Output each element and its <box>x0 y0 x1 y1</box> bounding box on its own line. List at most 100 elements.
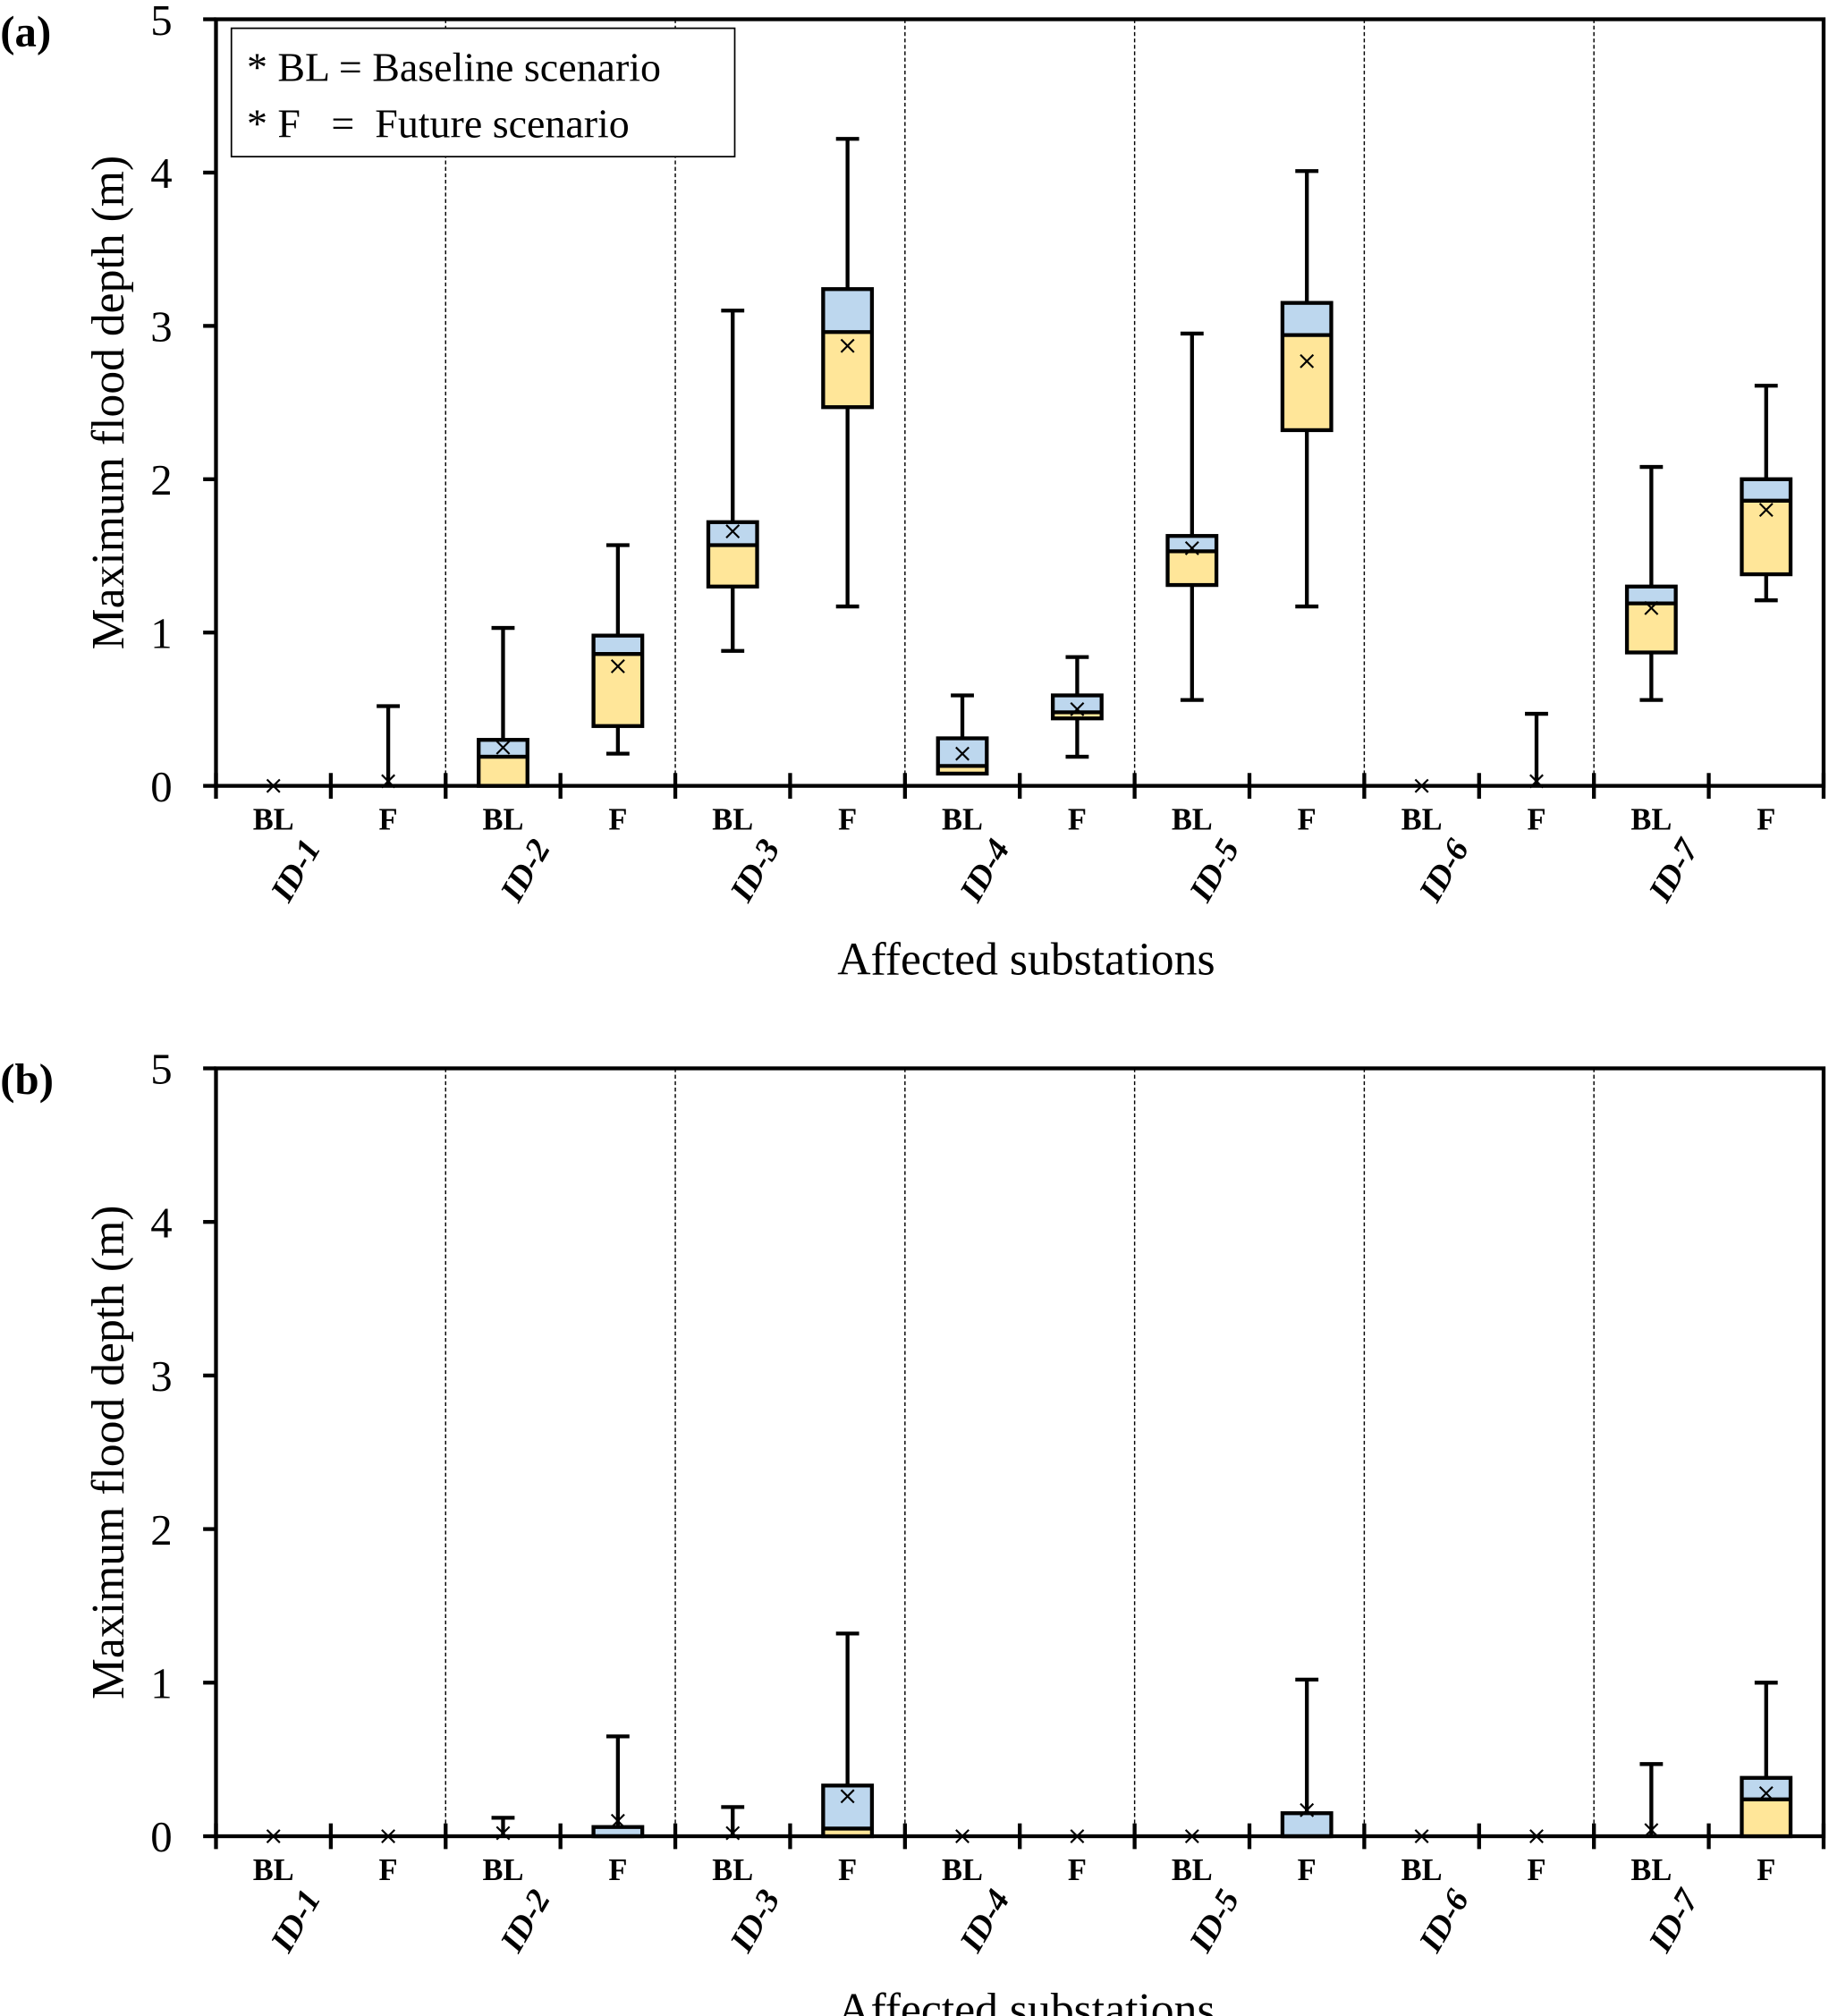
box-outline <box>1740 477 1793 577</box>
mean-marker <box>1758 1785 1774 1800</box>
box-outline <box>821 1783 875 1839</box>
y-tick-label: 1 <box>150 609 172 657</box>
scenario-label: F <box>1757 802 1775 836</box>
mean-marker <box>1184 1829 1199 1843</box>
mean-marker <box>610 1813 625 1828</box>
mean-marker <box>1529 774 1544 789</box>
group-label: ID-5 <box>1182 1884 1247 1959</box>
upper-box <box>823 289 872 333</box>
mean-marker <box>495 740 511 755</box>
lower-box <box>707 545 758 587</box>
mean-marker <box>1758 503 1774 518</box>
mean-marker <box>1184 540 1199 555</box>
scenario-label: F <box>838 802 857 836</box>
scenario-label: BL <box>253 1853 294 1887</box>
plot-frame <box>214 1066 1826 1839</box>
mean-marker <box>1414 778 1429 793</box>
scenario-label: F <box>1527 802 1545 836</box>
box-ID-7-F: F <box>1740 1681 1793 1887</box>
y-axis-label: Maximum flood depth (m) <box>83 1205 134 1699</box>
legend-entry: * BL = Baseline scenario <box>247 44 661 89</box>
scenario-label: BL <box>1172 1853 1213 1887</box>
box-outline <box>1165 534 1219 588</box>
upper-box <box>1741 479 1791 501</box>
scenario-label: BL <box>482 1853 523 1887</box>
y-tick-label: 3 <box>150 303 172 352</box>
scenario-label: BL <box>712 1853 753 1887</box>
group-label: ID-3 <box>723 834 787 909</box>
box-ID-3-BL: BL <box>706 309 759 836</box>
upper-box <box>1282 302 1332 335</box>
lower-box <box>1627 603 1676 653</box>
box-outline <box>1050 693 1104 721</box>
upper-box <box>823 1785 872 1829</box>
upper-box <box>1167 536 1217 552</box>
scenario-label: BL <box>253 802 294 836</box>
box-ID-6-F: F <box>1525 711 1548 836</box>
mean-marker <box>725 524 741 539</box>
x-axis-label: Affected substations <box>837 935 1215 986</box>
group-label: ID-1 <box>264 1884 328 1959</box>
box-ID-4-F: F <box>1068 1829 1087 1887</box>
scenario-label: F <box>608 802 627 836</box>
mean-marker <box>266 1829 281 1843</box>
upper-box <box>593 635 643 655</box>
upper-box <box>593 1826 643 1837</box>
box-outline <box>1280 301 1334 433</box>
lower-box <box>823 332 872 408</box>
y-tick-label: 2 <box>150 1506 172 1554</box>
box-ID-3-BL: BL <box>712 1805 753 1887</box>
upper-box <box>1627 586 1676 604</box>
box-outline <box>1740 1775 1793 1839</box>
mean-marker <box>840 338 855 353</box>
box-ID-6-F: F <box>1527 1829 1546 1887</box>
scenario-label: BL <box>1401 1853 1443 1887</box>
scenario-label: F <box>1527 1853 1545 1887</box>
mean-marker <box>1644 1823 1659 1838</box>
lower-box <box>1282 335 1332 430</box>
box-ID-7-BL: BL <box>1630 1762 1672 1887</box>
scenario-label: F <box>1757 1853 1775 1887</box>
box-outline <box>477 738 529 788</box>
upper-box <box>1053 695 1102 713</box>
scenario-label: BL <box>1630 1853 1672 1887</box>
y-tick-label: 0 <box>150 1813 172 1861</box>
scenario-label: BL <box>712 802 753 836</box>
lower-box <box>593 654 643 726</box>
box-ID-5-F: F <box>1280 169 1334 836</box>
box-ID-4-BL: BL <box>942 1829 983 1887</box>
group-label: ID-6 <box>1412 833 1477 908</box>
group-label: ID-7 <box>1641 1883 1706 1959</box>
box-ID-6-BL: BL <box>1401 778 1443 836</box>
mean-marker <box>266 778 281 793</box>
group-label: ID-2 <box>494 834 558 909</box>
legend-entry: * F = Future scenario <box>247 101 630 147</box>
box-ID-5-F: F <box>1280 1677 1334 1887</box>
mean-marker <box>1070 701 1085 716</box>
y-tick-label: 5 <box>150 1046 172 1094</box>
scenario-label: BL <box>1172 802 1213 836</box>
box-outline <box>591 633 645 728</box>
box-ID-5-BL: BL <box>1165 331 1219 836</box>
mean-marker <box>955 746 970 761</box>
box-ID-3-F: F <box>821 1631 875 1887</box>
group-label: ID-6 <box>1412 1884 1477 1959</box>
y-tick-label: 3 <box>150 1352 172 1401</box>
box-ID-1-BL: BL <box>253 778 294 836</box>
group-label: ID-5 <box>1182 834 1247 909</box>
mean-marker <box>725 1825 741 1841</box>
lower-box <box>478 757 528 786</box>
scenario-label: F <box>838 1853 857 1887</box>
scenario-label: BL <box>1630 802 1672 836</box>
y-tick-label: 2 <box>150 456 172 504</box>
box-ID-1-F: F <box>377 704 401 836</box>
lower-box <box>1053 712 1102 719</box>
upper-box <box>707 521 758 546</box>
box-outline <box>936 736 989 776</box>
box-ID-7-BL: BL <box>1624 464 1678 836</box>
scenario-label: F <box>1068 802 1087 836</box>
lower-box <box>1741 500 1791 575</box>
panel-b: (b) 0 1 2 3 4 5 Maximum flood depth (m) Affecte… <box>0 1046 1826 2016</box>
box-ID-7-F: F <box>1740 384 1793 836</box>
